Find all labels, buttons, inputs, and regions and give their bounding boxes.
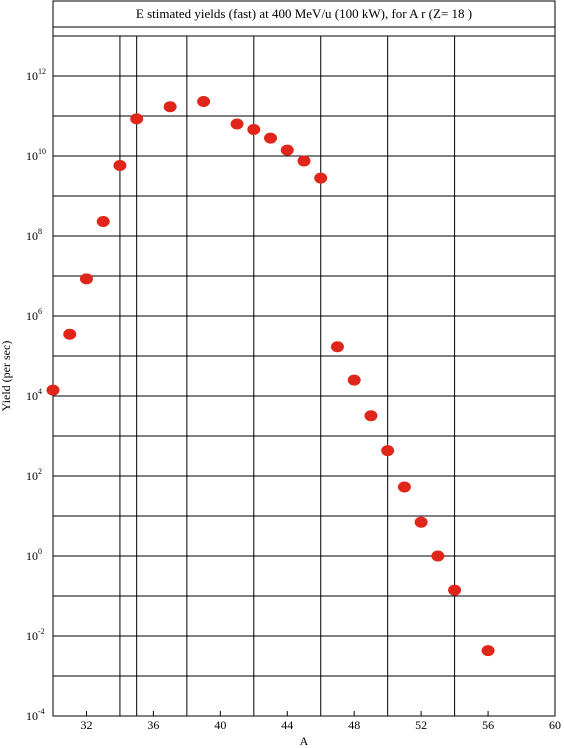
data-points [46,96,495,657]
y-tick-label: 106 [26,307,42,323]
data-point [247,123,261,135]
x-tick-label: 44 [281,718,293,732]
grid-lines [53,36,555,716]
data-point [163,101,177,113]
data-point [230,118,244,130]
data-point [481,645,495,657]
y-tick-label: 108 [26,227,42,243]
y-axis-ticks: 10-4 10-2 100 102 104 106 108 1010 1012 [26,67,46,723]
x-tick-label: 48 [348,718,360,732]
data-point [414,516,428,528]
y-tick-label: 104 [26,387,42,403]
data-point [297,155,311,167]
y-axis-label: Yield (per sec) [0,341,13,412]
x-axis-ticks: 32 36 40 44 48 52 56 60 [80,711,561,732]
plot-frame [52,35,556,717]
y-tick-label: 100 [26,547,42,563]
data-point [130,113,144,125]
x-tick-label: 56 [482,718,494,732]
data-point [381,445,395,457]
data-point [197,96,211,108]
x-tick-label: 52 [415,718,427,732]
y-tick-label: 1012 [26,67,46,83]
data-point [63,328,77,340]
y-tick-label: 10-2 [26,627,45,643]
data-point [431,550,445,562]
y-tick-label: 1010 [26,147,46,163]
data-point [113,159,127,171]
data-point [448,584,462,596]
data-point [364,410,378,422]
data-point [330,341,344,353]
y-tick-label: 10-4 [26,707,45,723]
x-axis-label: A [300,734,309,748]
x-tick-label: 32 [80,718,92,732]
data-point [264,132,278,144]
data-point [79,273,93,285]
data-point [397,481,411,493]
data-point [280,144,294,156]
data-point [46,384,60,396]
data-point [314,172,328,184]
chart-title: E stimated yields (fast) at 400 MeV/u (1… [136,6,472,21]
data-point [96,216,110,228]
y-tick-label: 102 [26,467,42,483]
x-tick-label: 40 [214,718,226,732]
x-tick-label: 60 [549,718,561,732]
x-tick-label: 36 [147,718,159,732]
data-point [347,374,361,386]
